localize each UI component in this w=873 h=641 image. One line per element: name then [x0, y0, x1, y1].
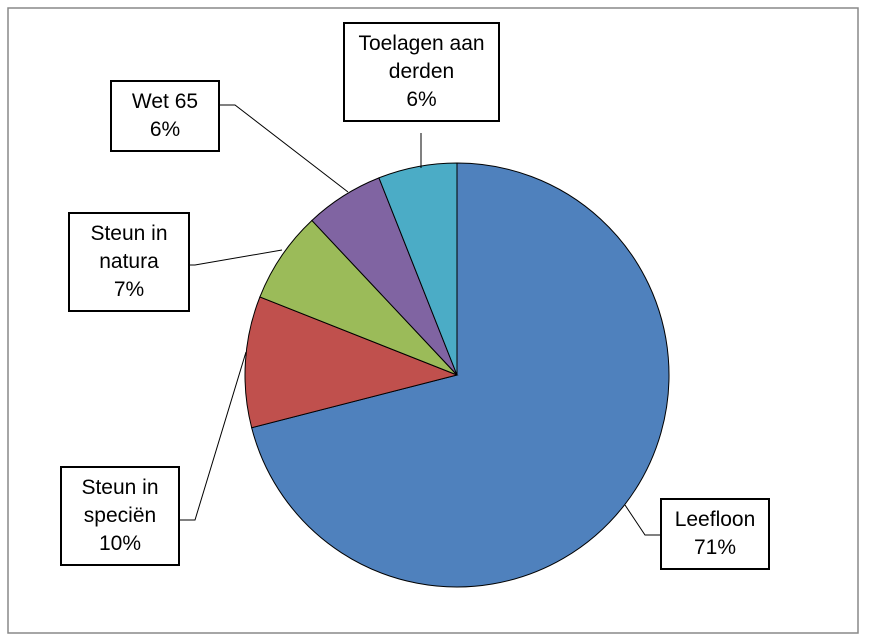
label-value: 71%: [693, 536, 737, 559]
pie-slice: [378, 162, 458, 376]
label-value: 10%: [98, 532, 142, 555]
label-category: Leefloon: [674, 508, 756, 531]
data-label: Wet 65 6%: [110, 80, 220, 152]
label-category: Toelagen aan derden: [358, 32, 485, 83]
label-category: Wet 65: [131, 90, 199, 113]
label-category: Steun in natura: [90, 222, 168, 273]
pie-slice: [251, 162, 670, 588]
leader-line: [220, 104, 349, 193]
data-label: Steun in natura 7%: [68, 212, 190, 312]
label-value: 6%: [406, 88, 437, 111]
data-label: Steun in speciën 10%: [60, 466, 180, 566]
data-label: Leefloon 71%: [660, 498, 770, 570]
leader-lines: [180, 104, 660, 536]
slices: [244, 162, 670, 588]
label-category: Steun in speciën: [81, 476, 159, 527]
label-value: 7%: [113, 278, 145, 301]
leader-line: [624, 504, 660, 536]
leader-line: [190, 249, 283, 266]
label-value: 6%: [149, 118, 181, 141]
data-label: Toelagen aan derden 6%: [343, 22, 500, 122]
leader-line: [180, 351, 247, 521]
pie-slice: [244, 296, 459, 429]
